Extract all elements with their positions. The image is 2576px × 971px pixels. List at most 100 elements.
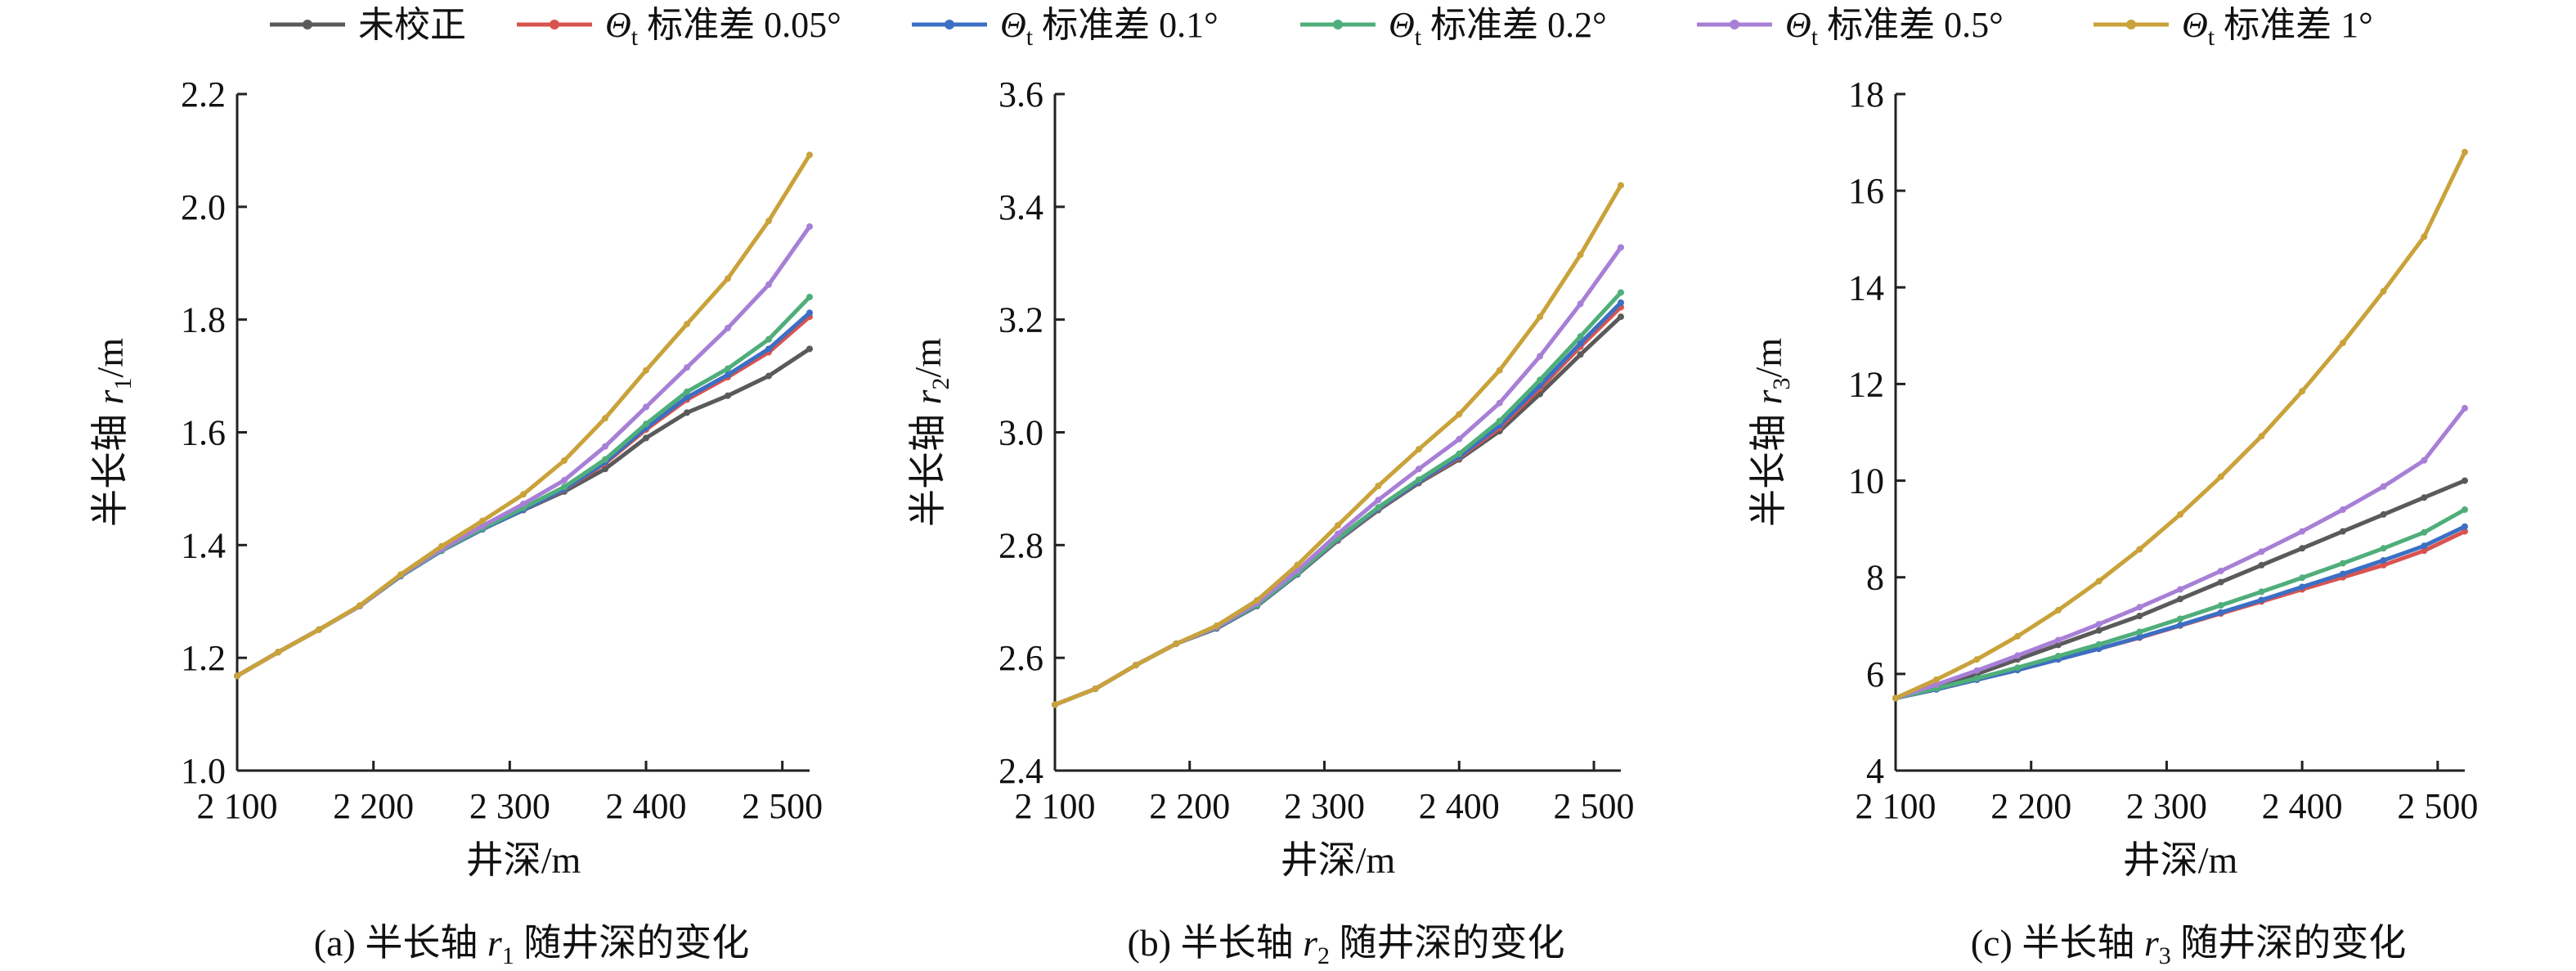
y-tick-label: 16 [1848,171,1884,211]
legend-label: Θt 标准差 0.5° [1785,5,2004,51]
data-point [765,281,772,288]
data-point [1537,353,1544,360]
y-tick-label: 1.0 [181,751,226,791]
series-line [1052,289,1624,708]
y-tick-label: 3.4 [999,187,1043,227]
data-point [2217,609,2224,616]
data-point [2380,545,2387,552]
x-tick-label: 2 300 [1284,786,1365,826]
data-point [2177,615,2183,623]
legend-entry: Θt 标准差 1° [2094,5,2373,51]
data-point [2136,628,2143,636]
data-point [1496,366,1503,374]
data-point [2462,405,2468,411]
series-line [1052,182,1624,708]
data-point [2217,578,2224,586]
data-point [2421,528,2428,536]
data-point [806,223,813,230]
data-point [2339,570,2346,578]
data-point [316,626,322,633]
data-point [765,372,772,380]
data-point [2177,622,2183,629]
y-tick-label: 2.0 [181,187,226,227]
data-point [602,465,608,473]
data-point [1456,411,1463,418]
data-point [1577,333,1584,340]
data-point [2339,506,2346,513]
data-point [561,483,568,491]
data-point [275,649,281,656]
x-tick-label: 2 400 [2262,786,2343,826]
data-point [2095,627,2103,634]
data-point [1537,313,1544,321]
data-point [1973,656,1981,663]
data-point [234,672,240,680]
data-point [1577,351,1584,358]
data-point [684,364,690,371]
x-tick-label: 2 500 [2397,786,2478,826]
data-point [1618,313,1624,321]
data-point [2339,560,2346,567]
data-point [1618,182,1624,189]
x-tick-label: 2 100 [1856,786,1936,826]
x-tick-label: 2 100 [1015,786,1096,826]
panel-caption: (c) 半长轴 r3 随井深的变化 [1971,922,2406,969]
legend-label: 未校正 [358,5,466,45]
data-point [725,392,731,399]
data-point [479,517,486,524]
x-tick-label: 2 200 [1990,786,2071,826]
data-point [1973,667,1981,674]
data-point [1577,300,1584,308]
panel-caption: (b) 半长轴 r2 随井深的变化 [1127,922,1564,969]
panel-caption: (a) 半长轴 r1 随井深的变化 [314,922,749,969]
data-point [725,325,731,331]
data-point [2014,632,2022,640]
y-tick-label: 10 [1848,461,1884,501]
chart-panel-2: 2.4 2.6 2.8 3.0 3.2 3.4 3.6 2 100 2 200 2 300 2 40… [907,74,1635,969]
data-point [2421,233,2428,241]
y-tick-label: 18 [1848,74,1884,115]
legend-label: Θt 标准差 1° [2182,5,2373,51]
data-point [2380,510,2387,518]
series-path [236,295,811,678]
x-axis-label: 井深/m [466,839,581,881]
data-point [1335,522,1341,529]
data-point [1892,695,1899,702]
data-point [725,275,731,282]
data-point [1537,376,1544,384]
legend-entry: Θt 标准差 0.5° [1697,5,2004,51]
series-path [1054,315,1622,707]
data-point [2339,339,2346,347]
data-point [1132,662,1139,669]
data-point [2054,641,2062,649]
data-point [1254,596,1261,604]
data-point [2095,641,2103,648]
data-point [1456,450,1463,457]
series-path [1895,407,2466,700]
data-point [643,403,649,411]
data-point [520,491,527,498]
data-point [1092,686,1099,693]
data-point [2136,546,2143,553]
data-point [1496,399,1503,407]
data-point [2258,596,2265,604]
data-point [2054,653,2062,659]
data-point [438,542,445,550]
data-point [1415,465,1422,473]
legend-marker [1333,20,1343,29]
y-tick-label: 1.6 [181,413,226,453]
series-line [234,151,813,680]
data-point [2258,588,2265,596]
data-point [1375,497,1382,504]
y-tick-label: 2.8 [999,525,1043,565]
data-point [1415,446,1422,453]
data-point [2462,528,2468,535]
legend-marker [2126,20,2136,29]
x-tick-label: 2 500 [742,786,823,826]
data-point [684,388,690,395]
data-point [2462,506,2468,513]
data-point [1173,640,1180,647]
legend-entry: 未校正 [270,5,466,45]
legend-marker [945,20,954,29]
data-point [2217,568,2224,574]
